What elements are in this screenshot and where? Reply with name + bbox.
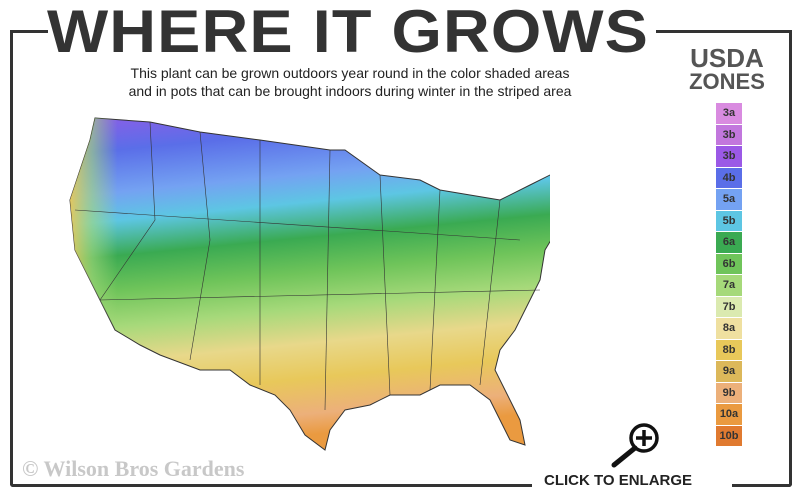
west-coast-zone-overlay bbox=[70, 118, 260, 385]
legend-zone-6b: 6b bbox=[716, 253, 742, 274]
frame-border-top-left bbox=[10, 30, 48, 33]
legend-zone-7b: 7b bbox=[716, 296, 742, 317]
legend-title-line-2: ZONES bbox=[689, 69, 765, 94]
legend-zone-5b: 5b bbox=[716, 210, 742, 231]
legend-zone-9a: 9a bbox=[716, 361, 742, 382]
subtitle-line-1: This plant can be grown outdoors year ro… bbox=[130, 65, 570, 81]
usda-zone-map[interactable] bbox=[60, 100, 550, 460]
legend-zone-3a: 3a bbox=[716, 103, 742, 124]
click-to-enlarge-button[interactable]: CLICK TO ENLARGE bbox=[544, 472, 693, 489]
legend-zone-5a: 5a bbox=[716, 189, 742, 210]
legend-zone-8a: 8a bbox=[716, 318, 742, 339]
legend-zone-3b: 3b bbox=[716, 124, 742, 145]
zone-legend: 3a 3b 3b 4b 5a 5b 6a 6b 7a 7b 8a 8b 9a 9b 10a 10b bbox=[716, 103, 742, 447]
legend-zone-9b: 9b bbox=[716, 382, 742, 403]
subtitle-line-2: and in pots that can be brought indoors … bbox=[128, 83, 572, 99]
legend-title: USDA ZONES bbox=[672, 43, 782, 94]
state-borders bbox=[74, 121, 541, 411]
frame-border bbox=[10, 30, 792, 487]
legend-zone-6a: 6a bbox=[716, 232, 742, 253]
legend-zone-10b: 10b bbox=[716, 425, 742, 446]
legend-zone-7a: 7a bbox=[716, 275, 742, 296]
legend-zone-10a: 10a bbox=[716, 404, 742, 425]
subtitle: This plant can be grown outdoors year ro… bbox=[40, 64, 660, 100]
legend-zone-3b: 3b bbox=[716, 146, 742, 167]
legend-zone-8b: 8b bbox=[716, 339, 742, 360]
legend-zone-4b: 4b bbox=[716, 167, 742, 188]
zoom-in-magnifier-icon[interactable] bbox=[608, 420, 664, 468]
frame-border-top-right bbox=[656, 30, 789, 33]
copyright-watermark: © Wilson Bros Gardens bbox=[22, 456, 245, 481]
page-title: WHERE IT GROWS bbox=[47, 0, 649, 65]
frame-gap bbox=[532, 470, 732, 500]
legend-title-line-1: USDA bbox=[690, 43, 764, 73]
